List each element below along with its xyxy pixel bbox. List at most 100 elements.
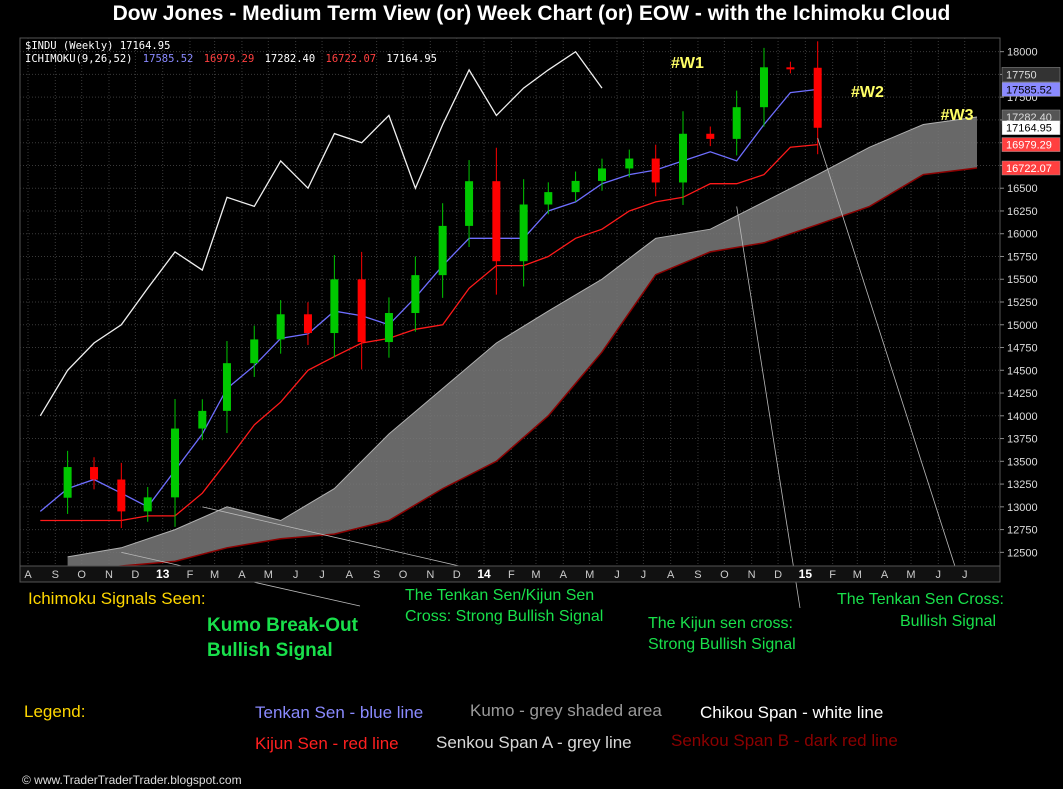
x-tick-label: S [694,569,701,581]
y-tick-label: 16250 [1007,206,1038,218]
kijun-sen-line [40,143,818,522]
candle-body [597,168,606,181]
kijun-value: 16979.29 [204,53,255,65]
candle-body [651,158,660,183]
y-tick-label: 13500 [1007,456,1038,468]
candle-body [571,180,580,193]
price-tag: 17585.52 [1001,82,1061,97]
y-tick-label: 15000 [1007,320,1038,332]
indicator-name: ICHIMOKU(9,26,52) [25,53,132,65]
y-tick-label: 14500 [1007,365,1038,377]
y-tick-label: 16500 [1007,183,1038,195]
x-tick-label: 14 [477,567,491,581]
legend-tenkan: Tenkan Sen - blue line [255,703,424,722]
candle-body [786,67,795,70]
kumo-area [67,117,978,571]
x-tick-label: A [346,569,354,581]
x-tick-label: S [52,569,59,581]
y-tick-label: 14000 [1007,411,1038,423]
x-tick-label: N [748,569,756,581]
tenkan-sen-line [39,88,818,512]
price-tag-label: 17585.52 [1006,84,1052,96]
chikou-value: 17164.95 [386,53,437,65]
price-tag: 17750 [1001,67,1061,82]
x-tick-label: F [187,569,194,581]
tenkan-cross-line1: The Tenkan Sen Cross: [837,591,1004,608]
price-tag: 16979.29 [1001,137,1061,152]
kijun-cross-line1: The Kijun sen cross: [648,615,793,632]
signal-pointer-line [736,206,801,609]
candle-body [222,363,231,411]
y-tick-label: 14750 [1007,343,1038,355]
price-tag-label: 17750 [1006,69,1037,81]
x-axis-band [19,565,1001,583]
candle-body [303,314,312,334]
x-tick-label: J [319,569,325,581]
candle-body [492,181,501,262]
candle-body [519,204,528,262]
y-tick-label: 14250 [1007,388,1038,400]
x-tick-label: N [105,569,113,581]
price-tag-label: 16722.07 [1006,163,1052,175]
candle-body [276,314,285,340]
x-tick-label: S [373,569,380,581]
candle-body [678,133,687,183]
x-tick-label: O [399,569,408,581]
candle-body [90,467,99,480]
price-tag-box [1001,82,1061,97]
candle-body [438,225,447,276]
x-tick-label: J [641,569,647,581]
x-tick-label: M [264,569,273,581]
x-tick-label: A [560,569,568,581]
x-tick-label: D [453,569,461,581]
legend-chikou: Chikou Span - white line [700,703,884,722]
candle-body [384,313,393,343]
candle-body [732,107,741,139]
x-tick-label: M [531,569,540,581]
y-tick-label: 13000 [1007,502,1038,514]
tenkan-cross-line2: Bullish Signal [900,613,997,630]
x-tick-label: N [426,569,434,581]
y-tick-label: 18000 [1007,47,1038,59]
price-tag: 17164.95 [1001,120,1061,135]
signals-heading: Ichimoku Signals Seen: [28,589,206,608]
legend-heading: Legend: [24,702,86,721]
price-tag-label: 16979.29 [1006,140,1052,152]
wave-label: #W1 [671,55,704,72]
x-tick-label: A [667,569,675,581]
x-tick-label: M [853,569,862,581]
span-a-value: 17282.40 [265,53,316,65]
legend-kijun: Kijun Sen - red line [255,734,399,753]
price-tag-box [1001,67,1061,82]
price-tag-label: 17164.95 [1006,123,1052,135]
senkou-span-b-line [67,167,978,572]
price-tag-box [1001,120,1061,135]
wave-labels: #W1 #W2 #W3 [671,55,974,124]
x-axis: A S O N D 13 F M A M J J A S O N D 14 F M A M J J A S O N D 15 F M A M J J [19,565,1001,583]
price-tag-box [1001,160,1061,176]
x-tick-label: D [774,569,782,581]
candlesticks [63,41,822,528]
page-title: Dow Jones - Medium Term View (or) Week C… [112,2,951,25]
tk-cross-line1: The Tenkan Sen/Kijun Sen [405,587,595,604]
tk-cross-line2: Cross: Strong Bullish Signal [405,608,604,625]
x-tick-label: J [936,569,942,581]
symbol-header: $INDU (Weekly) 17164.95 [25,40,170,52]
x-tick-label: M [210,569,219,581]
candle-body [330,279,339,334]
candle-body [143,497,152,512]
x-tick-label: 13 [156,567,170,581]
ichimoku-header: ICHIMOKU(9,26,52) 17585.52 16979.29 1728… [25,53,437,65]
x-tick-label: J [962,569,968,581]
candle-body [357,279,366,343]
y-tick-label: 12750 [1007,525,1038,537]
wave-label: #W2 [851,84,884,101]
y-tick-label: 15500 [1007,274,1038,286]
x-tick-label: J [614,569,620,581]
y-tick-label: 15250 [1007,297,1038,309]
x-tick-label: O [720,569,729,581]
x-tick-label: F [508,569,515,581]
kumo-breakout-line1: Kumo Break-Out [207,615,358,636]
x-tick-label: A [238,569,246,581]
